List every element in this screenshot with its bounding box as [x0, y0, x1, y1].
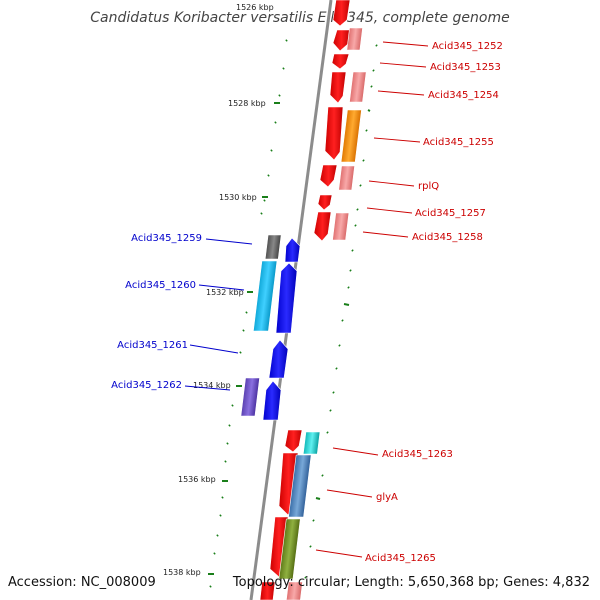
- reverse-leader-lines: [184, 238, 253, 391]
- gene-feature[interactable]: [340, 109, 362, 163]
- gene-feature[interactable]: [288, 454, 312, 518]
- reverse-strand-genes: [240, 234, 301, 421]
- gene-label[interactable]: Acid345_1259: [131, 233, 202, 244]
- right-dotted-track: [304, 44, 378, 579]
- scale-tick-label: 1528 kbp: [228, 99, 266, 108]
- gene-arrow[interactable]: [324, 106, 344, 161]
- gene-label[interactable]: glyA: [376, 492, 398, 503]
- scale-tick-label: 1538 kbp: [163, 568, 201, 577]
- gene-feature[interactable]: [332, 212, 350, 241]
- gene-label[interactable]: Acid345_1265: [365, 553, 436, 564]
- gene-arrow[interactable]: [329, 71, 347, 104]
- accession-text: Accession: NC_008009: [8, 575, 156, 590]
- gene-label[interactable]: Acid345_1261: [117, 340, 188, 351]
- gene-feature[interactable]: [338, 165, 355, 191]
- left-dotted-track: [209, 39, 288, 588]
- map-title: Candidatus Koribacter versatilis Ellin34…: [90, 10, 510, 26]
- gene-label[interactable]: Acid345_1260: [125, 280, 196, 291]
- gene-feature[interactable]: [240, 377, 260, 417]
- scale-tick-label: 1530 kbp: [219, 193, 257, 202]
- gene-arrow[interactable]: [317, 194, 333, 211]
- gene-arrow[interactable]: [262, 380, 282, 421]
- gene-arrow[interactable]: [284, 429, 303, 453]
- gene-label[interactable]: Acid345_1262: [111, 380, 182, 391]
- gene-label[interactable]: Acid345_1252: [432, 41, 503, 52]
- gene-feature[interactable]: [264, 234, 282, 260]
- scale-tick-label: 1536 kbp: [178, 475, 216, 484]
- gene-arrow[interactable]: [332, 29, 351, 52]
- forward-gene-labels: Acid345_1252 Acid345_1253 Acid345_1254 A…: [365, 41, 503, 564]
- gene-feature[interactable]: [346, 27, 363, 51]
- scale-tick-label: 1534 kbp: [193, 381, 231, 390]
- forward-leader-lines: [315, 41, 429, 558]
- gene-label[interactable]: Acid345_1258: [412, 232, 483, 243]
- topology-text: Topology: circular; Length: 5,650,368 bp…: [232, 575, 590, 590]
- scale-tick-marks: [208, 102, 280, 575]
- gene-arrow[interactable]: [259, 581, 276, 600]
- gene-label[interactable]: rplQ: [418, 181, 439, 192]
- gene-feature[interactable]: [278, 518, 301, 580]
- gene-label[interactable]: Acid345_1253: [430, 62, 501, 73]
- gene-arrow[interactable]: [284, 237, 301, 263]
- gene-arrow[interactable]: [319, 164, 338, 188]
- gene-arrow[interactable]: [275, 262, 298, 334]
- gene-arrow[interactable]: [331, 53, 350, 70]
- gene-feature[interactable]: [349, 71, 367, 103]
- forward-strand-genes: [259, 0, 367, 600]
- gene-label[interactable]: Acid345_1257: [415, 208, 486, 219]
- gene-label[interactable]: Acid345_1263: [382, 449, 453, 460]
- gene-arrow[interactable]: [313, 211, 332, 242]
- gene-feature[interactable]: [285, 581, 303, 600]
- gene-label[interactable]: Acid345_1254: [428, 90, 499, 101]
- scale-tick-label: 1532 kbp: [206, 288, 244, 297]
- reverse-gene-labels: Acid345_1259 Acid345_1260 Acid345_1261 A…: [111, 233, 202, 391]
- gene-label[interactable]: Acid345_1255: [423, 137, 494, 148]
- gene-feature[interactable]: [302, 431, 321, 455]
- gene-feature[interactable]: [253, 260, 278, 332]
- gene-arrow[interactable]: [332, 0, 351, 27]
- scale-tick-label: 1526 kbp: [236, 3, 274, 12]
- gene-arrow[interactable]: [268, 339, 289, 379]
